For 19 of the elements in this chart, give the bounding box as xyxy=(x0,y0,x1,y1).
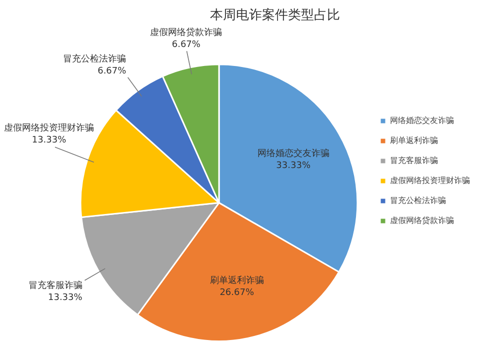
legend-label: 冒充客服诈骗 xyxy=(390,156,438,166)
data-label: 13.33% xyxy=(32,135,67,146)
data-label: 6.67% xyxy=(172,40,201,50)
slice-label: 虚假网络贷款诈骗 xyxy=(150,26,222,38)
legend-label: 虚假网络贷款诈骗 xyxy=(390,216,454,226)
slice-label: 冒充客服诈骗 xyxy=(28,280,82,292)
slice-label: 冒充公检法诈骗 xyxy=(63,53,126,64)
data-label: 33.33% xyxy=(276,161,311,172)
data-label: 26.67% xyxy=(220,288,254,298)
legend-label: 冒充公检法诈骗 xyxy=(390,196,446,206)
legend-label: 网络婚恋交友诈骗 xyxy=(390,116,454,126)
slice-label: 刷单返利诈骗 xyxy=(210,275,264,286)
data-label: 13.33% xyxy=(48,293,83,304)
legend-label: 虚假网络投资理财诈骗 xyxy=(390,176,470,186)
slice-label: 虚假网络投资理财诈骗 xyxy=(4,122,94,134)
chart-title: 本周电诈案件类型占比 xyxy=(210,7,340,24)
data-label: 6.67% xyxy=(98,66,127,76)
legend-label: 刷单返利诈骗 xyxy=(390,136,438,146)
slice-label: 网络婚恋交友诈骗 xyxy=(257,148,330,160)
